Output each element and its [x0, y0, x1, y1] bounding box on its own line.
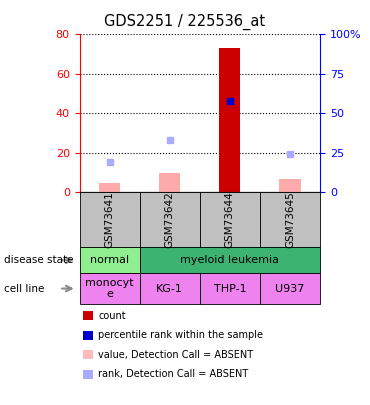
Text: count: count	[98, 311, 126, 321]
Bar	[159, 173, 180, 192]
Text: normal: normal	[90, 255, 129, 265]
Text: myeloid leukemia: myeloid leukemia	[180, 255, 279, 265]
Bar	[279, 179, 300, 192]
Text: rank, Detection Call = ABSENT: rank, Detection Call = ABSENT	[98, 369, 248, 379]
Text: GSM73645: GSM73645	[285, 191, 295, 248]
Bar	[283, 179, 297, 192]
Text: GSM73642: GSM73642	[165, 191, 175, 248]
Text: percentile rank within the sample: percentile rank within the sample	[98, 330, 263, 340]
Text: disease state: disease state	[4, 255, 73, 265]
Bar	[163, 173, 176, 192]
Bar	[99, 183, 120, 192]
Text: value, Detection Call = ABSENT: value, Detection Call = ABSENT	[98, 350, 253, 360]
Bar	[103, 183, 117, 192]
Bar	[219, 48, 240, 192]
Text: monocyt
e: monocyt e	[85, 278, 134, 299]
Text: cell line: cell line	[4, 284, 44, 294]
Text: GSM73644: GSM73644	[225, 191, 235, 248]
Text: GDS2251 / 225536_at: GDS2251 / 225536_at	[104, 14, 266, 30]
Text: THP-1: THP-1	[213, 284, 246, 294]
Text: GSM73641: GSM73641	[105, 191, 115, 248]
Text: U937: U937	[275, 284, 305, 294]
Text: KG-1: KG-1	[156, 284, 183, 294]
